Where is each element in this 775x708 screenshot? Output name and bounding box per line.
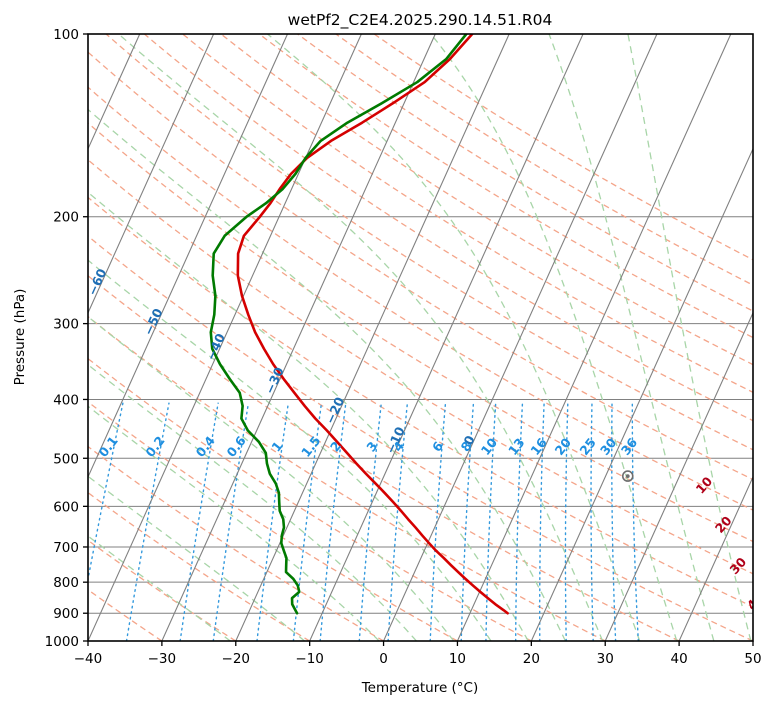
mixing-ratio-line: [179, 402, 219, 641]
lcl-marker: [621, 470, 634, 482]
x-tick-label: 20: [523, 651, 540, 667]
x-axis-label: Temperature (°C): [361, 680, 479, 696]
y-tick-label: 1000: [45, 634, 79, 650]
moist-adiabat-line: [430, 34, 678, 641]
y-tick-label: 500: [53, 451, 79, 467]
x-tick-label: 40: [671, 651, 688, 667]
adiabat-label: 40: [744, 590, 767, 613]
y-axis-label: Pressure (hPa): [12, 289, 28, 386]
chart-title: wetPf2_C2E4.2025.290.14.51.R04: [288, 11, 553, 30]
x-tick-label: −20: [222, 651, 251, 667]
profile-layer: [209, 34, 509, 615]
mixing-ratio-line: [611, 402, 617, 641]
isotherm-line: [88, 34, 289, 479]
isotherm-line: [88, 34, 362, 641]
moist-adiabat-line: [627, 34, 752, 641]
moist-adiabat-line: [88, 108, 567, 641]
dry-adiabat-line: [88, 274, 680, 641]
x-tick-label: 10: [449, 651, 466, 667]
mixing-ratio-line: [631, 402, 640, 641]
y-tick-label: 800: [53, 575, 79, 591]
y-tick-label: 400: [53, 392, 79, 408]
isotherm-line: [88, 34, 215, 315]
dry-adiabat-line: [373, 34, 753, 261]
dry-adiabat-line: [143, 34, 753, 422]
mixing-ratio-line: [590, 402, 594, 641]
profile-temperature-line: [236, 34, 509, 615]
dry-adiabat-line: [88, 315, 606, 641]
mixing-ratio-line: [212, 402, 250, 641]
mixing-ratio-line: [538, 402, 545, 641]
dry-adiabat-line: [258, 34, 753, 339]
mixing-ratio-line: [88, 402, 124, 583]
y-tick-label: 700: [53, 540, 79, 556]
x-tick-label: −40: [74, 651, 103, 667]
isotherm-line: [678, 475, 753, 641]
moist-adiabat-line: [88, 363, 417, 641]
isotherm-line: [456, 34, 732, 641]
dry-adiabat-line: [220, 34, 753, 366]
dry-adiabat-line: [88, 445, 384, 641]
x-tick-label: 30: [597, 651, 614, 667]
svg-text:40: 40: [744, 590, 767, 613]
y-tick-label: 600: [53, 499, 79, 515]
grid-layer: [88, 34, 753, 641]
isotherm-line: [161, 34, 436, 641]
mixing-ratio-line: [387, 402, 409, 641]
profile-dewpoint-line: [209, 34, 468, 615]
dry-adiabat-line: [105, 34, 753, 451]
y-tick-label: 200: [53, 210, 79, 226]
mixing-ratio-line: [564, 402, 569, 641]
x-tick-label: 50: [744, 651, 761, 667]
dry-adiabat-line: [88, 51, 753, 481]
mixing-ratio-line: [358, 402, 382, 641]
isotherm-line: [309, 34, 584, 641]
y-tick-label: 100: [53, 27, 79, 43]
mixing-ratio-line: [125, 402, 170, 641]
mixing-ratio-line: [514, 402, 524, 641]
x-tick-label: −10: [295, 651, 324, 667]
plot-frame: [87, 33, 754, 642]
inline-label-layer: −100−90−80−70−60−50−40−30−20−1000.10.20.…: [88, 266, 767, 613]
y-tick-label: 900: [53, 606, 79, 622]
mixing-ratio-line: [460, 402, 475, 641]
dry-adiabat-line: [297, 34, 753, 312]
isotherm-line: [604, 311, 753, 641]
isotherm-line: [530, 147, 753, 641]
dry-adiabat-line: [88, 196, 753, 608]
moist-adiabat-line: [88, 315, 455, 641]
dry-adiabat-line: [182, 34, 753, 394]
mixing-ratio-line: [256, 402, 290, 641]
dry-adiabat-line: [88, 122, 753, 543]
dry-adiabat-line: [335, 34, 753, 286]
moist-adiabat-line: [88, 191, 529, 641]
mixing-ratio-line: [485, 402, 497, 641]
isotherm-line: [383, 34, 658, 641]
dry-adiabat-line: [88, 235, 753, 641]
mixing-ratio-line: [319, 402, 347, 641]
moist-adiabat-line: [548, 34, 715, 641]
isotherm-line: [88, 34, 141, 151]
x-tick-label: 0: [379, 651, 388, 667]
x-tick-label: −30: [148, 651, 177, 667]
moist-adiabat-line: [88, 535, 231, 641]
mixing-ratio-line: [429, 402, 447, 641]
dry-adiabat-line: [88, 357, 532, 641]
mixing-ratio-line: [292, 402, 323, 641]
moist-adiabat-line: [88, 259, 492, 641]
y-tick-label: 300: [53, 317, 79, 333]
